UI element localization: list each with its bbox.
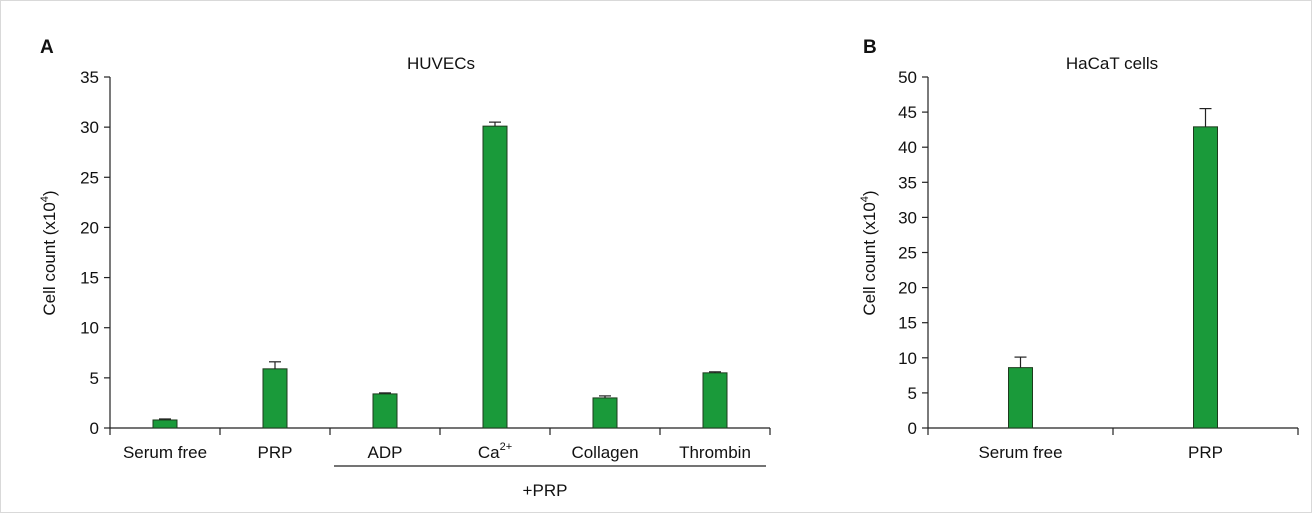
panel-b-y-tick-label: 15 — [898, 314, 917, 333]
panel-b-y-tick-label: 25 — [898, 244, 917, 263]
panel-a-category-label: Collagen — [571, 443, 638, 462]
panel-b-y-tick-label: 40 — [898, 138, 917, 157]
panel-a-bar — [702, 372, 728, 429]
panel-a-y-tick-label: 10 — [80, 319, 99, 338]
panel-a-bar — [372, 393, 398, 429]
panel-a-y-tick-label: 0 — [90, 419, 99, 438]
panel-a-title: HUVECs — [407, 54, 475, 73]
panel-a-ylabel: Cell count (x104) — [39, 190, 59, 315]
panel-a-bar — [482, 125, 508, 429]
panel-a-label: A — [40, 37, 54, 58]
panel-b-y-tick-label: 45 — [898, 103, 917, 122]
panel-b-bar — [1008, 367, 1033, 429]
panel-a-category-label: Serum free — [123, 443, 207, 462]
panel-a-y-tick-label: 15 — [80, 269, 99, 288]
panel-b-title: HaCaT cells — [1066, 54, 1158, 73]
panel-b-y-tick-label: 20 — [898, 279, 917, 298]
panel-b-bar — [1193, 126, 1218, 429]
panel-b-y-tick-label: 5 — [908, 384, 917, 403]
panel-b-y-tick-label: 35 — [898, 173, 917, 192]
panel-b-y-tick-label: 50 — [898, 68, 917, 87]
panel-a-category-label: ADP — [368, 443, 403, 462]
panel-a-bar — [262, 368, 288, 429]
panel-b-category-label: PRP — [1188, 443, 1223, 462]
panel-b-ylabel: Cell count (x104) — [859, 190, 879, 315]
panel-a-category-label: Thrombin — [679, 443, 751, 462]
panel-a-y-tick-label: 20 — [80, 218, 99, 237]
panel-a-category-label: Ca2+ — [478, 441, 512, 462]
panel-a-plot: 0 5 10 15 20 25 30 35 Serum free PRP ADP Ca2+ Collag… — [80, 68, 771, 467]
panel-a-bar — [152, 419, 178, 429]
panel-a-y-tick-label: 5 — [90, 369, 99, 388]
panel-b-y-tick-label: 30 — [898, 208, 917, 227]
panel-a-y-tick-label: 30 — [80, 118, 99, 137]
panel-a-y-tick-label: 25 — [80, 168, 99, 187]
panel-b-plot: 0 5 10 15 20 25 30 35 40 45 50 Serum free PRP — [898, 68, 1299, 462]
panel-a-y-tick-label: 35 — [80, 68, 99, 87]
panel-a-bar — [592, 397, 618, 429]
panel-b-category-label: Serum free — [978, 443, 1062, 462]
panel-b-label: B — [863, 37, 877, 58]
panel-b-y-tick-label: 10 — [898, 349, 917, 368]
panel-b-y-tick-label: 0 — [908, 419, 917, 438]
panel-a-group-label: +PRP — [523, 481, 568, 500]
panel-a-category-label: PRP — [258, 443, 293, 462]
